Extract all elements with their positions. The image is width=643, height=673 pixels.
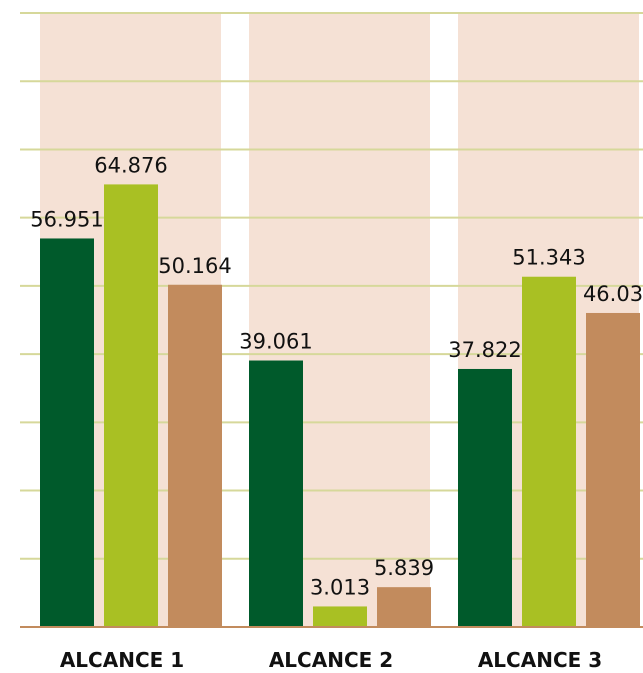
bar [168, 284, 222, 627]
value-label: 37.822 [448, 338, 521, 362]
value-label: 56.951 [30, 207, 103, 231]
bar [458, 368, 512, 627]
value-label: 51.343 [512, 246, 585, 270]
value-label: 46.03 [583, 282, 643, 306]
value-label: 39.061 [239, 330, 312, 354]
bar [586, 312, 640, 627]
bar [313, 606, 367, 627]
value-label: 64.876 [94, 153, 167, 177]
bar [249, 360, 303, 627]
bar [104, 184, 158, 628]
bar [377, 587, 431, 627]
x-tick-label: ALCANCE 2 [269, 648, 393, 672]
x-tick-label: ALCANCE 1 [60, 648, 184, 672]
bar [40, 238, 94, 627]
value-label: 5.839 [374, 556, 434, 580]
value-label: 50.164 [158, 254, 231, 278]
bar [522, 276, 576, 627]
value-label: 3.013 [310, 575, 370, 599]
x-tick-label: ALCANCE 3 [478, 648, 602, 672]
